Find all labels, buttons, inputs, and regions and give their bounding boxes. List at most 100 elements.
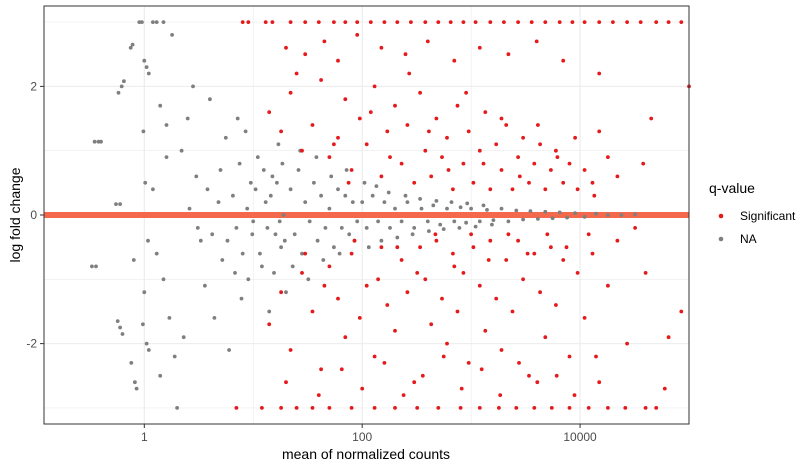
point-significant [385, 303, 390, 307]
point-na [312, 180, 316, 185]
point-significant [382, 20, 387, 24]
point-significant [458, 406, 463, 410]
point-significant [459, 386, 464, 391]
point-significant [494, 296, 499, 301]
point-significant [461, 161, 466, 166]
point-significant [532, 251, 537, 256]
point-na [337, 251, 342, 256]
point-significant [525, 251, 530, 256]
point-significant [399, 161, 404, 166]
point-significant [385, 129, 390, 134]
point-na [143, 180, 148, 185]
point-na [441, 227, 446, 232]
point-na [154, 20, 159, 24]
point-na [130, 42, 135, 47]
point-significant [332, 20, 336, 24]
point-na [231, 193, 235, 198]
point-significant [611, 20, 615, 24]
point-significant [573, 135, 577, 140]
point-na [146, 238, 150, 243]
point-significant [423, 277, 428, 282]
point-na [172, 354, 177, 359]
point-significant [554, 303, 558, 307]
point-significant [549, 168, 553, 172]
point-significant [499, 116, 504, 121]
point-significant [433, 232, 438, 237]
point-significant [441, 354, 446, 359]
point-significant [510, 187, 515, 192]
point-significant [527, 180, 531, 185]
point-na [140, 20, 144, 24]
point-na [376, 219, 380, 224]
point-na [154, 251, 159, 256]
point-significant [310, 123, 315, 127]
point-na [290, 264, 295, 269]
point-significant [483, 110, 488, 114]
point-na [521, 217, 525, 222]
point-na [129, 361, 134, 365]
point-na [218, 168, 223, 172]
point-significant [445, 135, 449, 140]
point-significant [521, 277, 525, 282]
point-na [158, 373, 163, 378]
point-significant [379, 45, 384, 50]
point-significant [429, 174, 434, 179]
point-na [336, 187, 340, 192]
point-significant [497, 406, 501, 410]
point-significant [554, 148, 558, 153]
point-significant [263, 20, 268, 24]
point-significant [633, 226, 637, 230]
point-significant [486, 258, 491, 262]
point-significant [499, 348, 504, 352]
point-significant [473, 20, 478, 24]
point-significant [403, 52, 408, 57]
point-na [374, 184, 379, 189]
point-na [146, 348, 151, 352]
point-na [323, 226, 328, 230]
point-significant [336, 296, 340, 301]
point-significant [498, 393, 503, 397]
point-significant [488, 20, 493, 24]
point-significant [554, 373, 559, 378]
point-significant [567, 354, 572, 359]
point-significant [303, 20, 308, 24]
point-significant [597, 71, 602, 76]
y-axis-title: log fold change [7, 167, 23, 262]
point-na [161, 20, 166, 24]
point-na [268, 193, 273, 198]
point-na [261, 168, 266, 172]
point-significant [567, 161, 572, 166]
point-significant [379, 174, 384, 179]
point-na [514, 208, 519, 213]
point-na [329, 174, 334, 179]
point-significant [343, 335, 348, 340]
point-significant [561, 180, 566, 185]
point-significant [368, 20, 373, 24]
point-na [250, 232, 255, 237]
point-significant [471, 245, 476, 250]
point-significant [303, 52, 308, 57]
point-na [220, 258, 225, 262]
point-na [379, 238, 384, 243]
point-significant [662, 386, 667, 391]
point-na [146, 71, 151, 76]
point-significant [575, 271, 580, 275]
point-na [151, 20, 155, 24]
point-significant [332, 142, 336, 147]
point-significant [395, 245, 400, 250]
point-na [235, 116, 240, 121]
point-na [144, 65, 149, 69]
point-na [332, 245, 336, 250]
point-na [205, 187, 210, 192]
point-significant [549, 406, 554, 410]
point-significant [364, 142, 369, 147]
point-na [92, 139, 97, 144]
point-na [151, 187, 155, 192]
point-na [491, 218, 496, 223]
point-significant [405, 290, 410, 295]
point-significant [267, 110, 272, 114]
point-na [245, 206, 250, 211]
point-significant [597, 20, 602, 24]
point-significant [327, 406, 332, 410]
point-significant [415, 271, 420, 275]
